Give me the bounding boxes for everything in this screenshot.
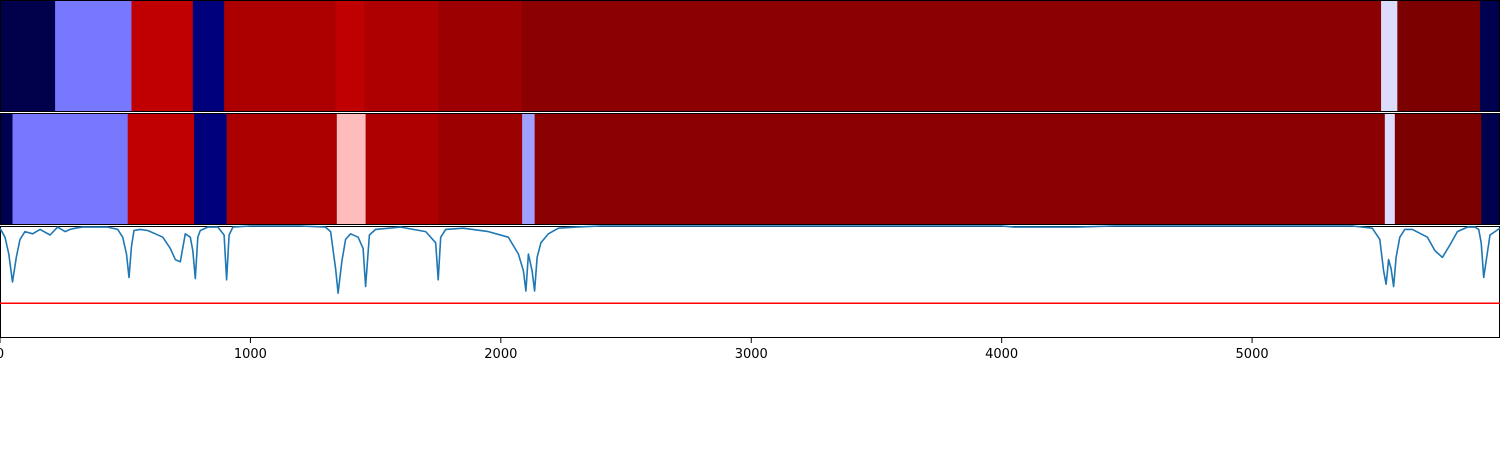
heatmap-cell	[335, 0, 365, 112]
x-tick-label: 3000	[735, 347, 768, 362]
heatmap-cell	[55, 0, 132, 112]
heatmap-cell	[0, 113, 14, 225]
heatmap-cell	[194, 113, 228, 225]
x-tick-label: 1000	[234, 347, 267, 362]
heatmap-cell	[224, 0, 337, 112]
x-axis: 0 1000 2000 3000 4000 5000	[0, 338, 1269, 362]
heatmap-cell	[522, 0, 1382, 112]
heatmap-cell	[131, 0, 194, 112]
x-tick-label: 2000	[484, 347, 517, 362]
heatmap-cell	[364, 0, 439, 112]
heatmap-cell	[336, 113, 367, 225]
heatmap-cell	[192, 0, 225, 112]
heatmap-cell	[226, 113, 338, 225]
heatmap-cell	[127, 113, 195, 225]
heatmap-cell	[1394, 113, 1482, 225]
x-tick-label: 4000	[985, 347, 1018, 362]
heatmap-cell	[438, 0, 523, 112]
heatmap-row-1	[0, 0, 1500, 112]
heatmap-cell	[1381, 0, 1398, 112]
x-tick-label: 0	[0, 347, 4, 362]
heatmap-cell	[522, 113, 536, 225]
heatmap-cell	[1481, 113, 1500, 225]
heatmap-cell	[0, 0, 56, 112]
heatmap-cell	[534, 113, 1386, 225]
heatmap-cell	[1384, 113, 1396, 225]
heatmap-cell	[1397, 0, 1481, 112]
x-tick-label: 5000	[1236, 347, 1269, 362]
heatmap-row-2	[0, 113, 1500, 225]
heatmap-cell	[1479, 0, 1500, 112]
series-line	[0, 225, 1500, 295]
line-plot-frame	[0, 226, 1500, 338]
lineplot-layer	[0, 225, 1500, 338]
heatmap-cell	[365, 113, 439, 225]
heatmap-cell	[438, 113, 523, 225]
heatmap-layer	[0, 0, 1500, 225]
heatmap-cell	[12, 113, 129, 225]
